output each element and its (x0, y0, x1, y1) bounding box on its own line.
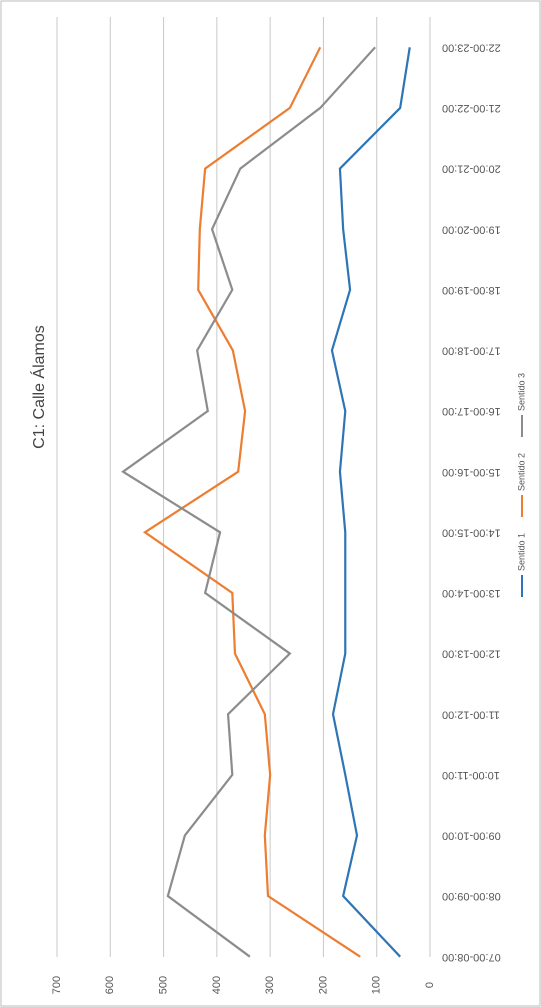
x-tick-label: 15:00-16:00 (442, 466, 501, 478)
x-tick-label: 08:00-09:00 (442, 890, 501, 902)
y-tick-label: 0 (424, 982, 436, 988)
x-tick-label: 12:00-13:00 (442, 648, 501, 660)
x-tick-label: 20:00-21:00 (442, 163, 501, 175)
y-tick-label: 700 (51, 976, 63, 994)
rotated-chart: C1: Calle Álamos 0 100 200 300 400 500 600 700 0… (29, 17, 526, 994)
legend-label: Sentido 3 (516, 373, 526, 411)
x-tick-label: 14:00-15:00 (442, 526, 501, 538)
series-line (121, 46, 376, 958)
chart-title: C1: Calle Álamos (29, 325, 48, 449)
series-line (330, 47, 411, 958)
x-tick-label: 09:00-10:00 (442, 830, 501, 842)
y-tick-label: 300 (264, 976, 276, 994)
x-tick-label: 18:00-19:00 (442, 284, 501, 296)
x-tick-label: 07:00-08:00 (442, 951, 501, 963)
y-tick-label: 400 (211, 976, 223, 994)
y-tick-label: 100 (371, 976, 383, 994)
x-tick-label: 13:00-14:00 (442, 587, 501, 599)
x-tick-label: 17:00-18:00 (442, 345, 501, 357)
legend-label: Sentido 2 (516, 453, 526, 491)
x-tick-label: 11:00-12:00 (442, 708, 500, 720)
x-tick-label: 10:00-11:00 (442, 769, 500, 781)
x-tick-label: 22:00-23:00 (442, 41, 501, 53)
y-tick-label: 200 (317, 976, 329, 994)
x-tick-label: 21:00-22:00 (442, 102, 501, 114)
x-tick-label: 16:00-17:00 (442, 405, 501, 417)
y-tick-label: 500 (157, 976, 169, 994)
x-tick-label: 19:00-20:00 (442, 223, 501, 235)
legend-label: Sentido 1 (516, 533, 526, 571)
y-tick-label: 600 (104, 976, 116, 994)
series-line (142, 46, 361, 958)
